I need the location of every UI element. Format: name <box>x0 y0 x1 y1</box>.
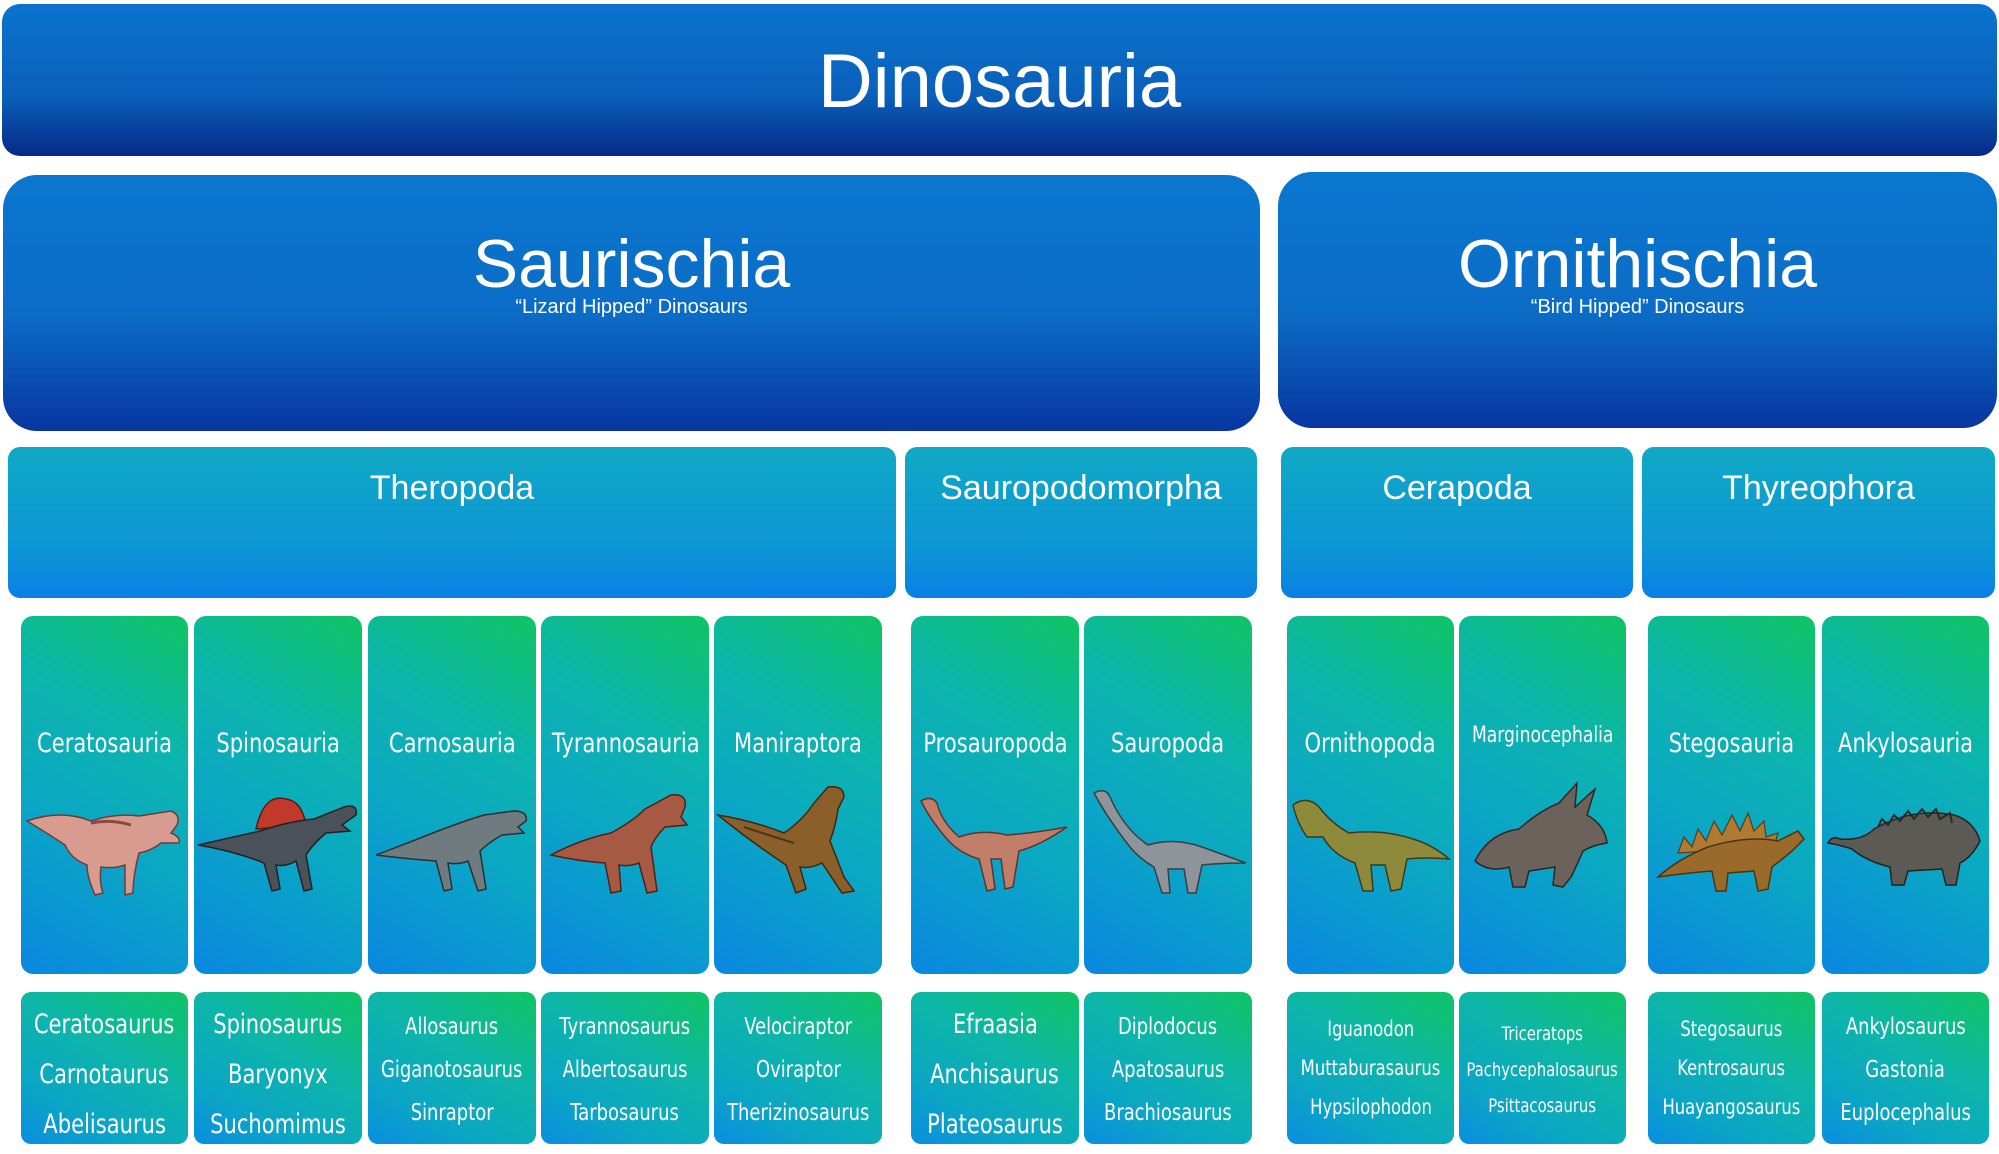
example-name: Euplocephalus <box>1840 1100 1971 1126</box>
clade-tile-spinosauria: Spinosauria <box>194 616 362 974</box>
example-name: Velociraptor <box>744 1014 852 1040</box>
examples-marginocephalia: Triceratops Pachycephalosaurus Psittacos… <box>1459 992 1626 1144</box>
clade-title: Sauropoda <box>1111 728 1225 759</box>
example-name: Hypsilophodon <box>1309 1095 1432 1119</box>
group-title: Sauropodomorpha <box>940 469 1222 507</box>
order-ornithischia: Ornithischia “Bird Hipped” Dinosaurs <box>1278 172 1997 428</box>
example-name: Triceratops <box>1501 1023 1584 1045</box>
order-subtitle: “Lizard Hipped” Dinosaurs <box>515 296 748 318</box>
group-theropoda: Theropoda <box>8 447 896 598</box>
clade-title: Maniraptora <box>734 728 862 759</box>
examples-ceratosauria: Ceratosaurus Carnotaurus Abelisaurus <box>21 992 188 1144</box>
tyrannosaurus-icon <box>548 794 689 894</box>
examples-maniraptora: Velociraptor Oviraptor Therizinosaurus <box>714 992 882 1144</box>
spinosaurus-icon <box>197 797 357 892</box>
clade-tile-carnosauria: Carnosauria <box>368 616 536 974</box>
sauropod-icon <box>1092 790 1247 894</box>
example-name: Brachiosaurus <box>1104 1100 1232 1126</box>
order-title: Saurischia <box>472 226 791 302</box>
allosaurus-icon <box>375 810 527 892</box>
example-name: Plateosaurus <box>927 1109 1063 1140</box>
examples-ankylosauria: Ankylosaurus Gastonia Euplocephalus <box>1822 992 1989 1144</box>
example-name: Sinraptor <box>410 1100 494 1126</box>
examples-sauropoda: Diplodocus Apatosaurus Brachiosaurus <box>1084 992 1252 1144</box>
example-name: Suchomimus <box>210 1109 346 1140</box>
example-name: Iguanodon <box>1327 1017 1414 1041</box>
example-name: Baryonyx <box>228 1059 328 1090</box>
example-name: Ankylosaurus <box>1845 1014 1966 1040</box>
example-name: Huayangosaurus <box>1662 1095 1801 1119</box>
group-title: Cerapoda <box>1382 469 1532 507</box>
example-name: Abelisaurus <box>43 1109 166 1140</box>
group-title: Thyreophora <box>1722 469 1915 507</box>
clade-title: Marginocephalia <box>1471 723 1614 748</box>
group-title: Theropoda <box>369 469 535 507</box>
group-cerapoda: Cerapoda <box>1281 447 1633 598</box>
clade-tile-ankylosauria: Ankylosauria <box>1822 616 1989 974</box>
clade-title: Carnosauria <box>388 728 516 759</box>
clade-tile-ceratosauria: Ceratosauria <box>21 616 188 974</box>
example-name: Psittacosaurus <box>1488 1095 1597 1117</box>
prosauropod-icon <box>920 797 1068 892</box>
example-name: Oviraptor <box>755 1057 841 1083</box>
clade-title: Spinosauria <box>216 728 340 759</box>
example-name: Tyrannosaurus <box>559 1014 691 1040</box>
velociraptor-icon <box>715 785 856 894</box>
example-name: Giganotosaurus <box>381 1057 523 1083</box>
example-name: Therizinosaurus <box>726 1100 870 1126</box>
order-title: Ornithischia <box>1457 226 1818 302</box>
example-name: Gastonia <box>1865 1057 1946 1083</box>
example-name: Apatosaurus <box>1111 1057 1225 1083</box>
root-title: Dinosauria <box>817 39 1182 124</box>
example-name: Kentrosaurus <box>1677 1056 1786 1080</box>
example-name: Stegosaurus <box>1680 1017 1783 1041</box>
clade-tile-ornithopoda: Ornithopoda <box>1287 616 1454 974</box>
example-name: Muttaburasaurus <box>1300 1056 1441 1080</box>
examples-stegosauria: Stegosaurus Kentrosaurus Huayangosaurus <box>1648 992 1815 1144</box>
stegosaurus-icon <box>1655 811 1805 892</box>
clade-title: Ceratosauria <box>36 728 173 759</box>
clade-tile-sauropoda: Sauropoda <box>1084 616 1252 974</box>
group-thyreophora: Thyreophora <box>1642 447 1995 598</box>
clade-title: Tyrannosauria <box>551 728 700 759</box>
examples-carnosauria: Allosaurus Giganotosaurus Sinraptor <box>368 992 536 1144</box>
example-name: Allosaurus <box>405 1014 499 1040</box>
example-name: Spinosaurus <box>213 1009 343 1040</box>
clade-tile-maniraptora: Maniraptora <box>714 616 882 974</box>
clade-title: Prosauropoda <box>922 728 1068 759</box>
order-saurischia: Saurischia “Lizard Hipped” Dinosaurs <box>3 175 1260 431</box>
examples-tyrannosauria: Tyrannosaurus Albertosaurus Tarbosaurus <box>541 992 709 1144</box>
group-sauropodomorpha: Sauropodomorpha <box>905 447 1257 598</box>
example-name: Tarbosaurus <box>570 1100 680 1126</box>
iguanodon-icon <box>1292 799 1452 892</box>
clade-tile-stegosauria: Stegosauria <box>1648 616 1815 974</box>
example-name: Anchisaurus <box>930 1059 1060 1090</box>
example-name: Carnotaurus <box>39 1059 170 1090</box>
clade-tile-tyrannosauria: Tyrannosauria <box>541 616 709 974</box>
example-name: Diplodocus <box>1118 1014 1218 1040</box>
clade-title: Ankylosauria <box>1837 728 1974 759</box>
ceratosaurus-icon <box>25 810 181 896</box>
clade-title: Ornithopoda <box>1304 728 1437 759</box>
triceratops-icon <box>1474 781 1608 888</box>
ankylosaurus-icon <box>1826 807 1981 886</box>
example-name: Pachycephalosaurus <box>1466 1059 1619 1081</box>
order-subtitle: “Bird Hipped” Dinosaurs <box>1530 296 1745 318</box>
example-name: Albertosaurus <box>562 1057 688 1083</box>
clade-tile-marginocephalia: Marginocephalia <box>1459 616 1626 974</box>
examples-spinosauria: Spinosaurus Baryonyx Suchomimus <box>194 992 362 1144</box>
dinosauria-header: Dinosauria <box>2 4 1997 156</box>
examples-ornithopoda: Iguanodon Muttaburasaurus Hypsilophodon <box>1287 992 1454 1144</box>
examples-prosauropoda: Efraasia Anchisaurus Plateosaurus <box>911 992 1079 1144</box>
example-name: Efraasia <box>952 1009 1038 1040</box>
example-name: Ceratosaurus <box>34 1009 175 1040</box>
clade-title: Stegosauria <box>1668 728 1795 759</box>
clade-tile-prosauropoda: Prosauropoda <box>911 616 1079 974</box>
